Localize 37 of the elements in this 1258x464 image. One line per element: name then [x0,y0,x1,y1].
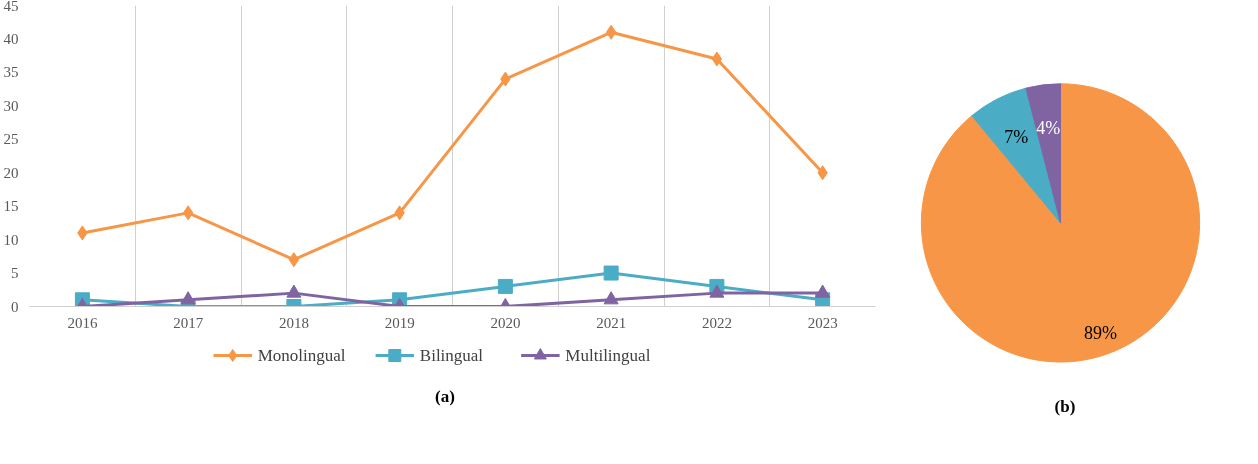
point [288,252,300,268]
legend-label: Monolingual [257,346,346,365]
y-tick-label: 20 [3,164,19,181]
point [603,265,619,281]
y-tick-label: 35 [3,64,19,81]
point [815,284,831,298]
point [286,284,302,298]
legend-label: Bilingual [419,346,484,365]
data-label: 89% [1084,322,1118,343]
point [603,291,619,305]
x-tick-label: 2022 [701,314,732,331]
y-tick-label: 30 [3,97,19,114]
x-tick-label: 2023 [807,314,838,331]
data-label: 4% [1036,117,1061,138]
y-tick-label: 10 [3,231,19,248]
x-tick-label: 2018 [278,314,309,331]
data-label: 7% [1004,127,1029,148]
point [711,51,723,67]
point [180,291,196,305]
point [709,284,725,298]
text: (a) [435,386,455,408]
y-tick-label: 45 [3,0,19,14]
point [182,205,194,221]
y-tick-label: 5 [11,265,19,282]
y-tick-label: 40 [3,30,19,47]
text: (b) [1054,396,1076,418]
legend-label: Multilingual [565,346,651,365]
y-tick-label: 25 [3,131,19,148]
x-tick-label: 2020 [490,314,521,331]
y-tick-label: 15 [3,198,19,215]
x-tick-label: 2016 [67,314,98,331]
y-tick-label: 0 [11,298,19,315]
point [605,24,617,40]
x-tick-label: 2019 [384,314,415,331]
point [497,278,513,294]
x-tick-label: 2017 [173,314,204,331]
x-tick-label: 2021 [596,314,627,331]
